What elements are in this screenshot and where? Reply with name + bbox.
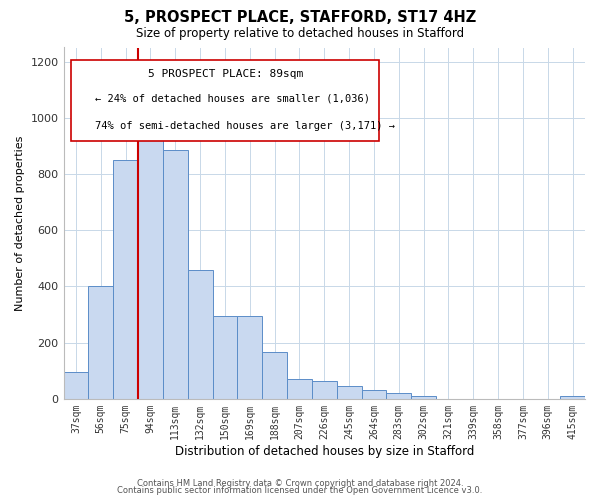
Bar bbox=[188, 270, 212, 399]
X-axis label: Distribution of detached houses by size in Stafford: Distribution of detached houses by size … bbox=[175, 444, 474, 458]
Bar bbox=[64, 372, 88, 399]
Bar bbox=[386, 393, 411, 399]
Bar bbox=[337, 386, 362, 399]
Text: ← 24% of detached houses are smaller (1,036): ← 24% of detached houses are smaller (1,… bbox=[95, 93, 370, 103]
Bar bbox=[560, 396, 585, 399]
Text: 5 PROSPECT PLACE: 89sqm: 5 PROSPECT PLACE: 89sqm bbox=[148, 68, 303, 78]
Bar bbox=[238, 316, 262, 399]
Text: 74% of semi-detached houses are larger (3,171) →: 74% of semi-detached houses are larger (… bbox=[95, 122, 395, 132]
Bar bbox=[262, 352, 287, 399]
Text: 5, PROSPECT PLACE, STAFFORD, ST17 4HZ: 5, PROSPECT PLACE, STAFFORD, ST17 4HZ bbox=[124, 10, 476, 25]
Bar bbox=[88, 286, 113, 399]
Bar bbox=[312, 380, 337, 399]
Text: Contains HM Land Registry data © Crown copyright and database right 2024.: Contains HM Land Registry data © Crown c… bbox=[137, 478, 463, 488]
Bar bbox=[138, 126, 163, 399]
Bar bbox=[212, 316, 238, 399]
Bar bbox=[362, 390, 386, 399]
Text: Size of property relative to detached houses in Stafford: Size of property relative to detached ho… bbox=[136, 28, 464, 40]
Y-axis label: Number of detached properties: Number of detached properties bbox=[15, 136, 25, 311]
Bar bbox=[113, 160, 138, 399]
FancyBboxPatch shape bbox=[71, 60, 379, 140]
Text: Contains public sector information licensed under the Open Government Licence v3: Contains public sector information licen… bbox=[118, 486, 482, 495]
Bar bbox=[163, 150, 188, 399]
Bar bbox=[411, 396, 436, 399]
Bar bbox=[287, 379, 312, 399]
